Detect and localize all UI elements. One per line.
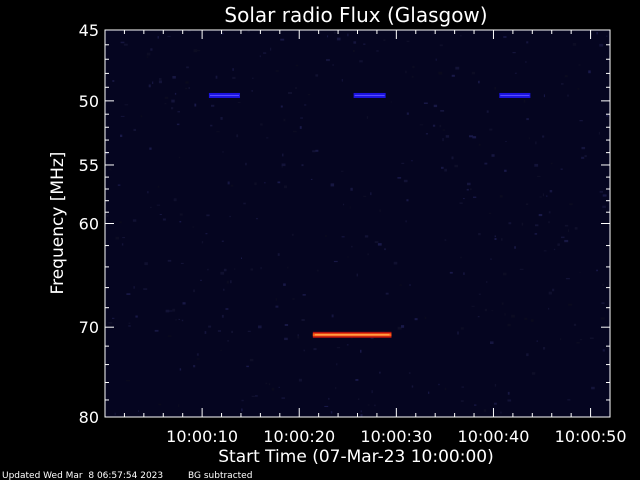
emission-feature-1-core bbox=[354, 94, 385, 96]
emission-feature-3-core bbox=[314, 334, 390, 336]
x-axis-ticks: 10:00:10 10:00:20 10:00:30 10:00:40 10:00:50 bbox=[123, 30, 627, 446]
y-tick-label: 55 bbox=[79, 156, 99, 175]
x-tick-label: 10:00:10 bbox=[166, 427, 238, 446]
plot-area bbox=[105, 30, 610, 417]
emission-feature-2-core bbox=[500, 94, 530, 96]
y-tick-label: 80 bbox=[79, 408, 99, 427]
y-tick-label: 50 bbox=[79, 92, 99, 111]
chart-title: Solar radio Flux (Glasgow) bbox=[224, 3, 487, 27]
y-tick-label: 70 bbox=[79, 318, 99, 337]
x-tick-label: 10:00:30 bbox=[360, 427, 432, 446]
y-axis-ticks: 45 50 55 60 70 80 bbox=[79, 21, 610, 427]
emission-features bbox=[208, 92, 531, 338]
y-axis-label: Frequency [MHz] bbox=[48, 152, 68, 295]
x-tick-label: 10:00:50 bbox=[555, 427, 627, 446]
footer-updated-text: Updated Wed Mar 8 06:57:54 2023 bbox=[2, 471, 163, 480]
y-tick-label: 45 bbox=[79, 21, 99, 40]
footer-bg-note: BG subtracted bbox=[188, 471, 252, 480]
emission-feature-0-core bbox=[209, 94, 239, 96]
x-tick-label: 10:00:20 bbox=[263, 427, 335, 446]
x-tick-label: 10:00:40 bbox=[458, 427, 530, 446]
x-axis-label: Start Time (07-Mar-23 10:00:00) bbox=[218, 447, 493, 467]
y-tick-label: 60 bbox=[79, 215, 99, 234]
